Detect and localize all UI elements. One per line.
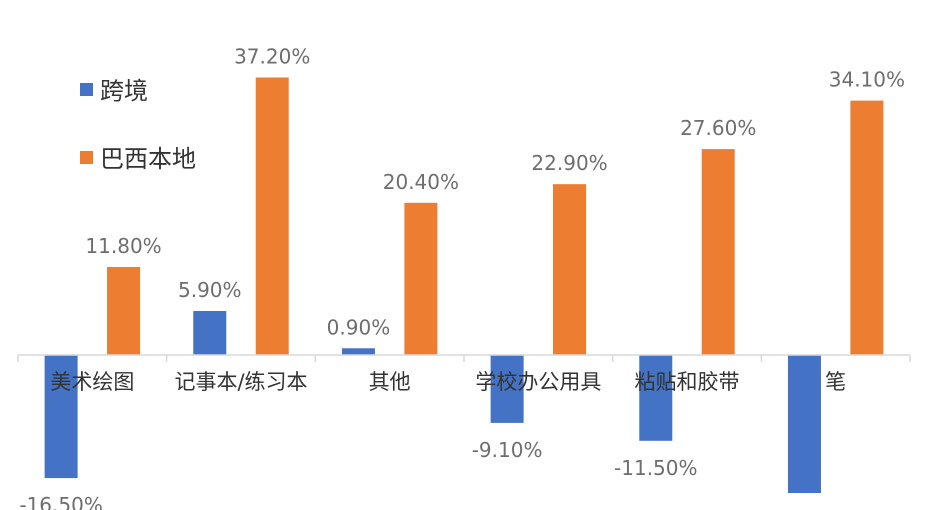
data-label: -16.50% [19, 493, 102, 510]
data-label: 0.90% [327, 315, 391, 339]
data-labels-group: -16.50% 5.90% 0.90% -9.10% -11.50% -18.50% 11.… [19, 44, 905, 510]
legend-swatch [80, 151, 93, 164]
bar-local-1 [255, 77, 289, 355]
legend-swatch [80, 83, 93, 96]
x-axis-ticks [17, 355, 911, 362]
bar-crossborder-3 [490, 355, 524, 423]
bar-crossborder-2 [341, 348, 375, 355]
legend-label: 跨境 [100, 77, 148, 105]
category-label: 学校办公用具 [475, 370, 601, 394]
data-label: 22.90% [531, 151, 607, 175]
bar-crossborder-4 [639, 355, 673, 441]
category-label: 记事本/练习本 [174, 370, 307, 394]
data-label: 37.20% [234, 44, 310, 68]
bar-local-0 [107, 266, 141, 355]
category-label: 笔 [825, 370, 846, 394]
bar-crossborder-0 [44, 355, 78, 479]
bar-local-5 [850, 100, 884, 355]
category-label: 粘贴和胶带 [635, 370, 740, 394]
bars-group [44, 77, 884, 494]
bar-local-2 [404, 202, 438, 355]
bar-local-4 [701, 149, 735, 355]
bar-crossborder-5 [787, 355, 821, 494]
data-label: 5.90% [178, 278, 242, 302]
data-label: 27.60% [680, 116, 756, 140]
data-label: -11.50% [614, 456, 697, 480]
legend-label: 巴西本地 [100, 145, 196, 173]
bar-crossborder-1 [193, 310, 227, 355]
category-label: 其他 [369, 370, 411, 394]
data-label: 20.40% [383, 170, 459, 194]
data-label: -9.10% [472, 438, 543, 462]
category-label: 美术绘图 [50, 370, 134, 394]
category-labels-group: 美术绘图 记事本/练习本 其他 学校办公用具 粘贴和胶带 笔 [50, 370, 846, 394]
bar-local-3 [553, 184, 587, 355]
data-label: 34.10% [829, 68, 905, 92]
data-label: 11.80% [85, 234, 161, 258]
data-label: -18.50% [763, 508, 846, 510]
